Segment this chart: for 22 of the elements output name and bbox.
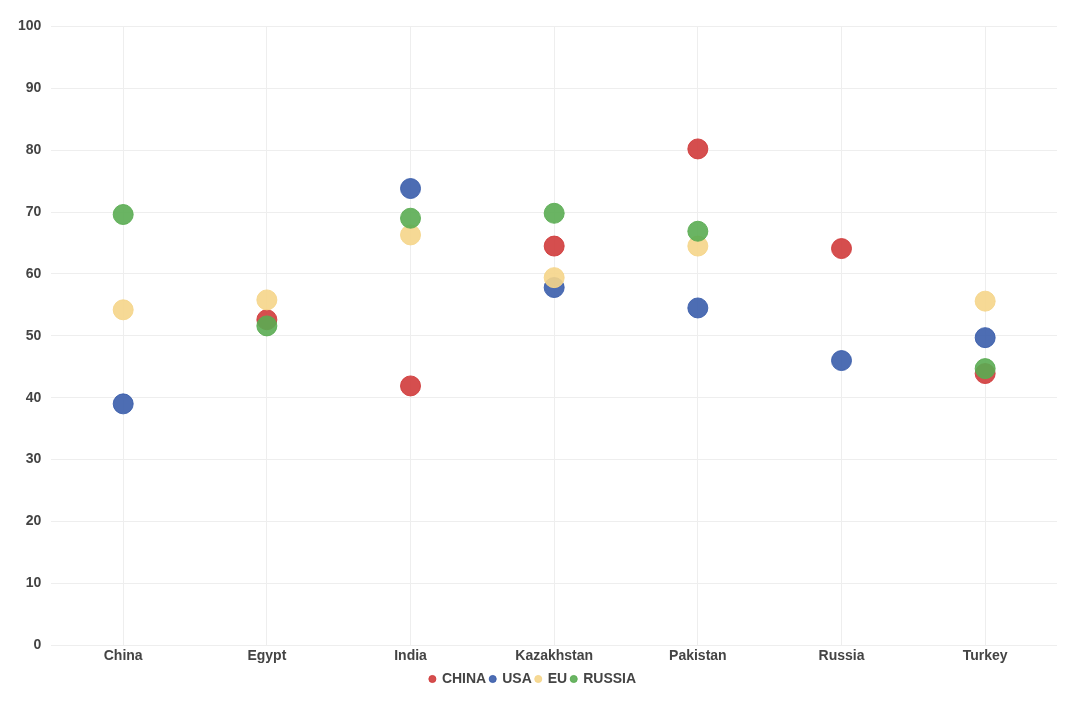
legend-label: USA — [502, 669, 532, 686]
x-tick-label: China — [103, 647, 143, 664]
y-tick-label: 90 — [25, 79, 42, 96]
legend-label: EU — [547, 669, 568, 686]
x-tick-label: Turkey — [962, 647, 1008, 664]
legend-label: CHINA — [441, 669, 487, 686]
y-tick-label: 40 — [25, 388, 42, 405]
x-tick-label: Pakistan — [669, 647, 727, 664]
legend-label: RUSSIA — [583, 669, 637, 686]
y-tick-label: 20 — [25, 512, 42, 529]
y-tick-label: 100 — [18, 17, 42, 34]
y-tick-label: 80 — [25, 141, 42, 158]
x-tick-label: Kazakhstan — [515, 647, 594, 664]
y-tick-label: 10 — [25, 574, 42, 591]
y-tick-label: 70 — [25, 202, 42, 219]
y-tick-label: 50 — [25, 326, 42, 343]
y-tick-label: 30 — [25, 450, 42, 467]
y-tick-label: 0 — [33, 636, 42, 653]
y-tick-label: 60 — [25, 264, 42, 281]
x-tick-label: Russia — [818, 647, 865, 664]
x-tick-label: Egypt — [247, 647, 287, 664]
x-tick-label: India — [394, 647, 428, 664]
